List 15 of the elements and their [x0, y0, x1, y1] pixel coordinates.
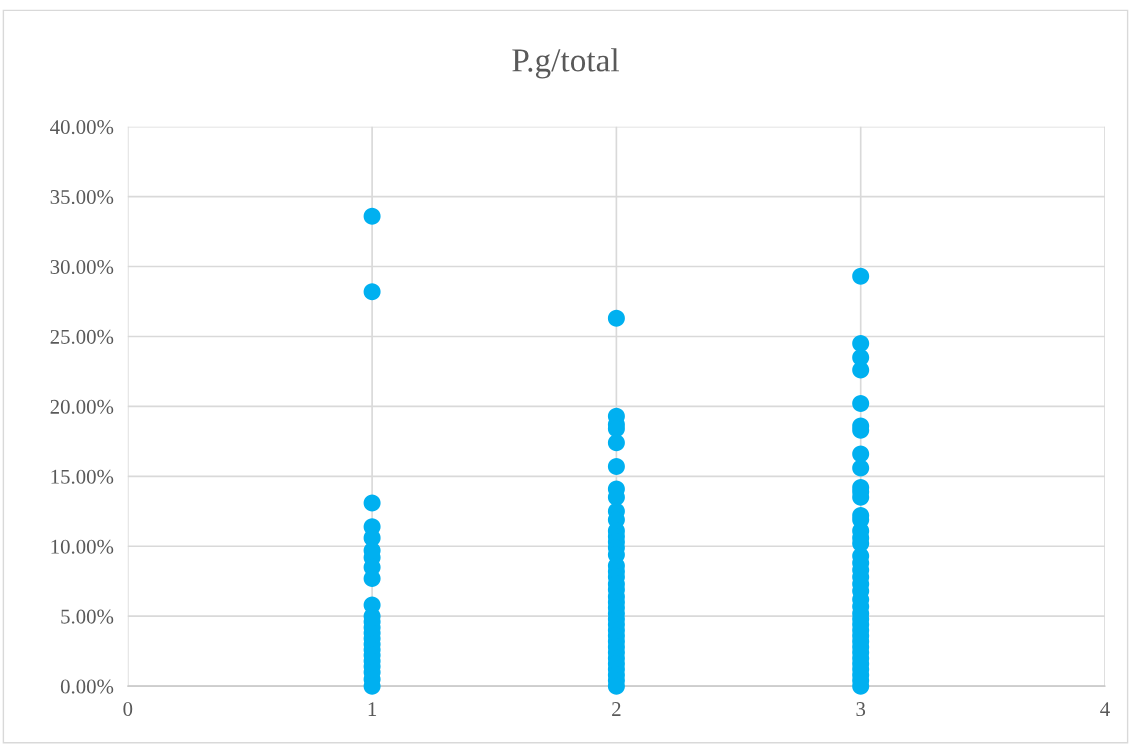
- y-tick-label: 0.00%: [60, 679, 114, 694]
- y-tick-label: 20.00%: [50, 399, 114, 414]
- x-tick-label: 4: [1100, 702, 1110, 716]
- x-tick-label: 3: [856, 702, 866, 717]
- chart-title: P.g/total: [512, 48, 619, 79]
- y-tick-label: 25.00%: [50, 329, 114, 344]
- y-tick-label: 30.00%: [50, 259, 114, 275]
- y-tick-label: 5.00%: [61, 609, 114, 624]
- x-tick-label: 2: [612, 702, 621, 716]
- x-tick-label: 1: [368, 702, 377, 716]
- y-tick-label: 35.00%: [50, 189, 114, 205]
- y-tick-label: 10.00%: [51, 539, 114, 554]
- y-tick-label: 15.00%: [51, 469, 114, 484]
- x-tick-label: 0: [123, 702, 133, 717]
- y-tick-label: 40.00%: [50, 120, 114, 135]
